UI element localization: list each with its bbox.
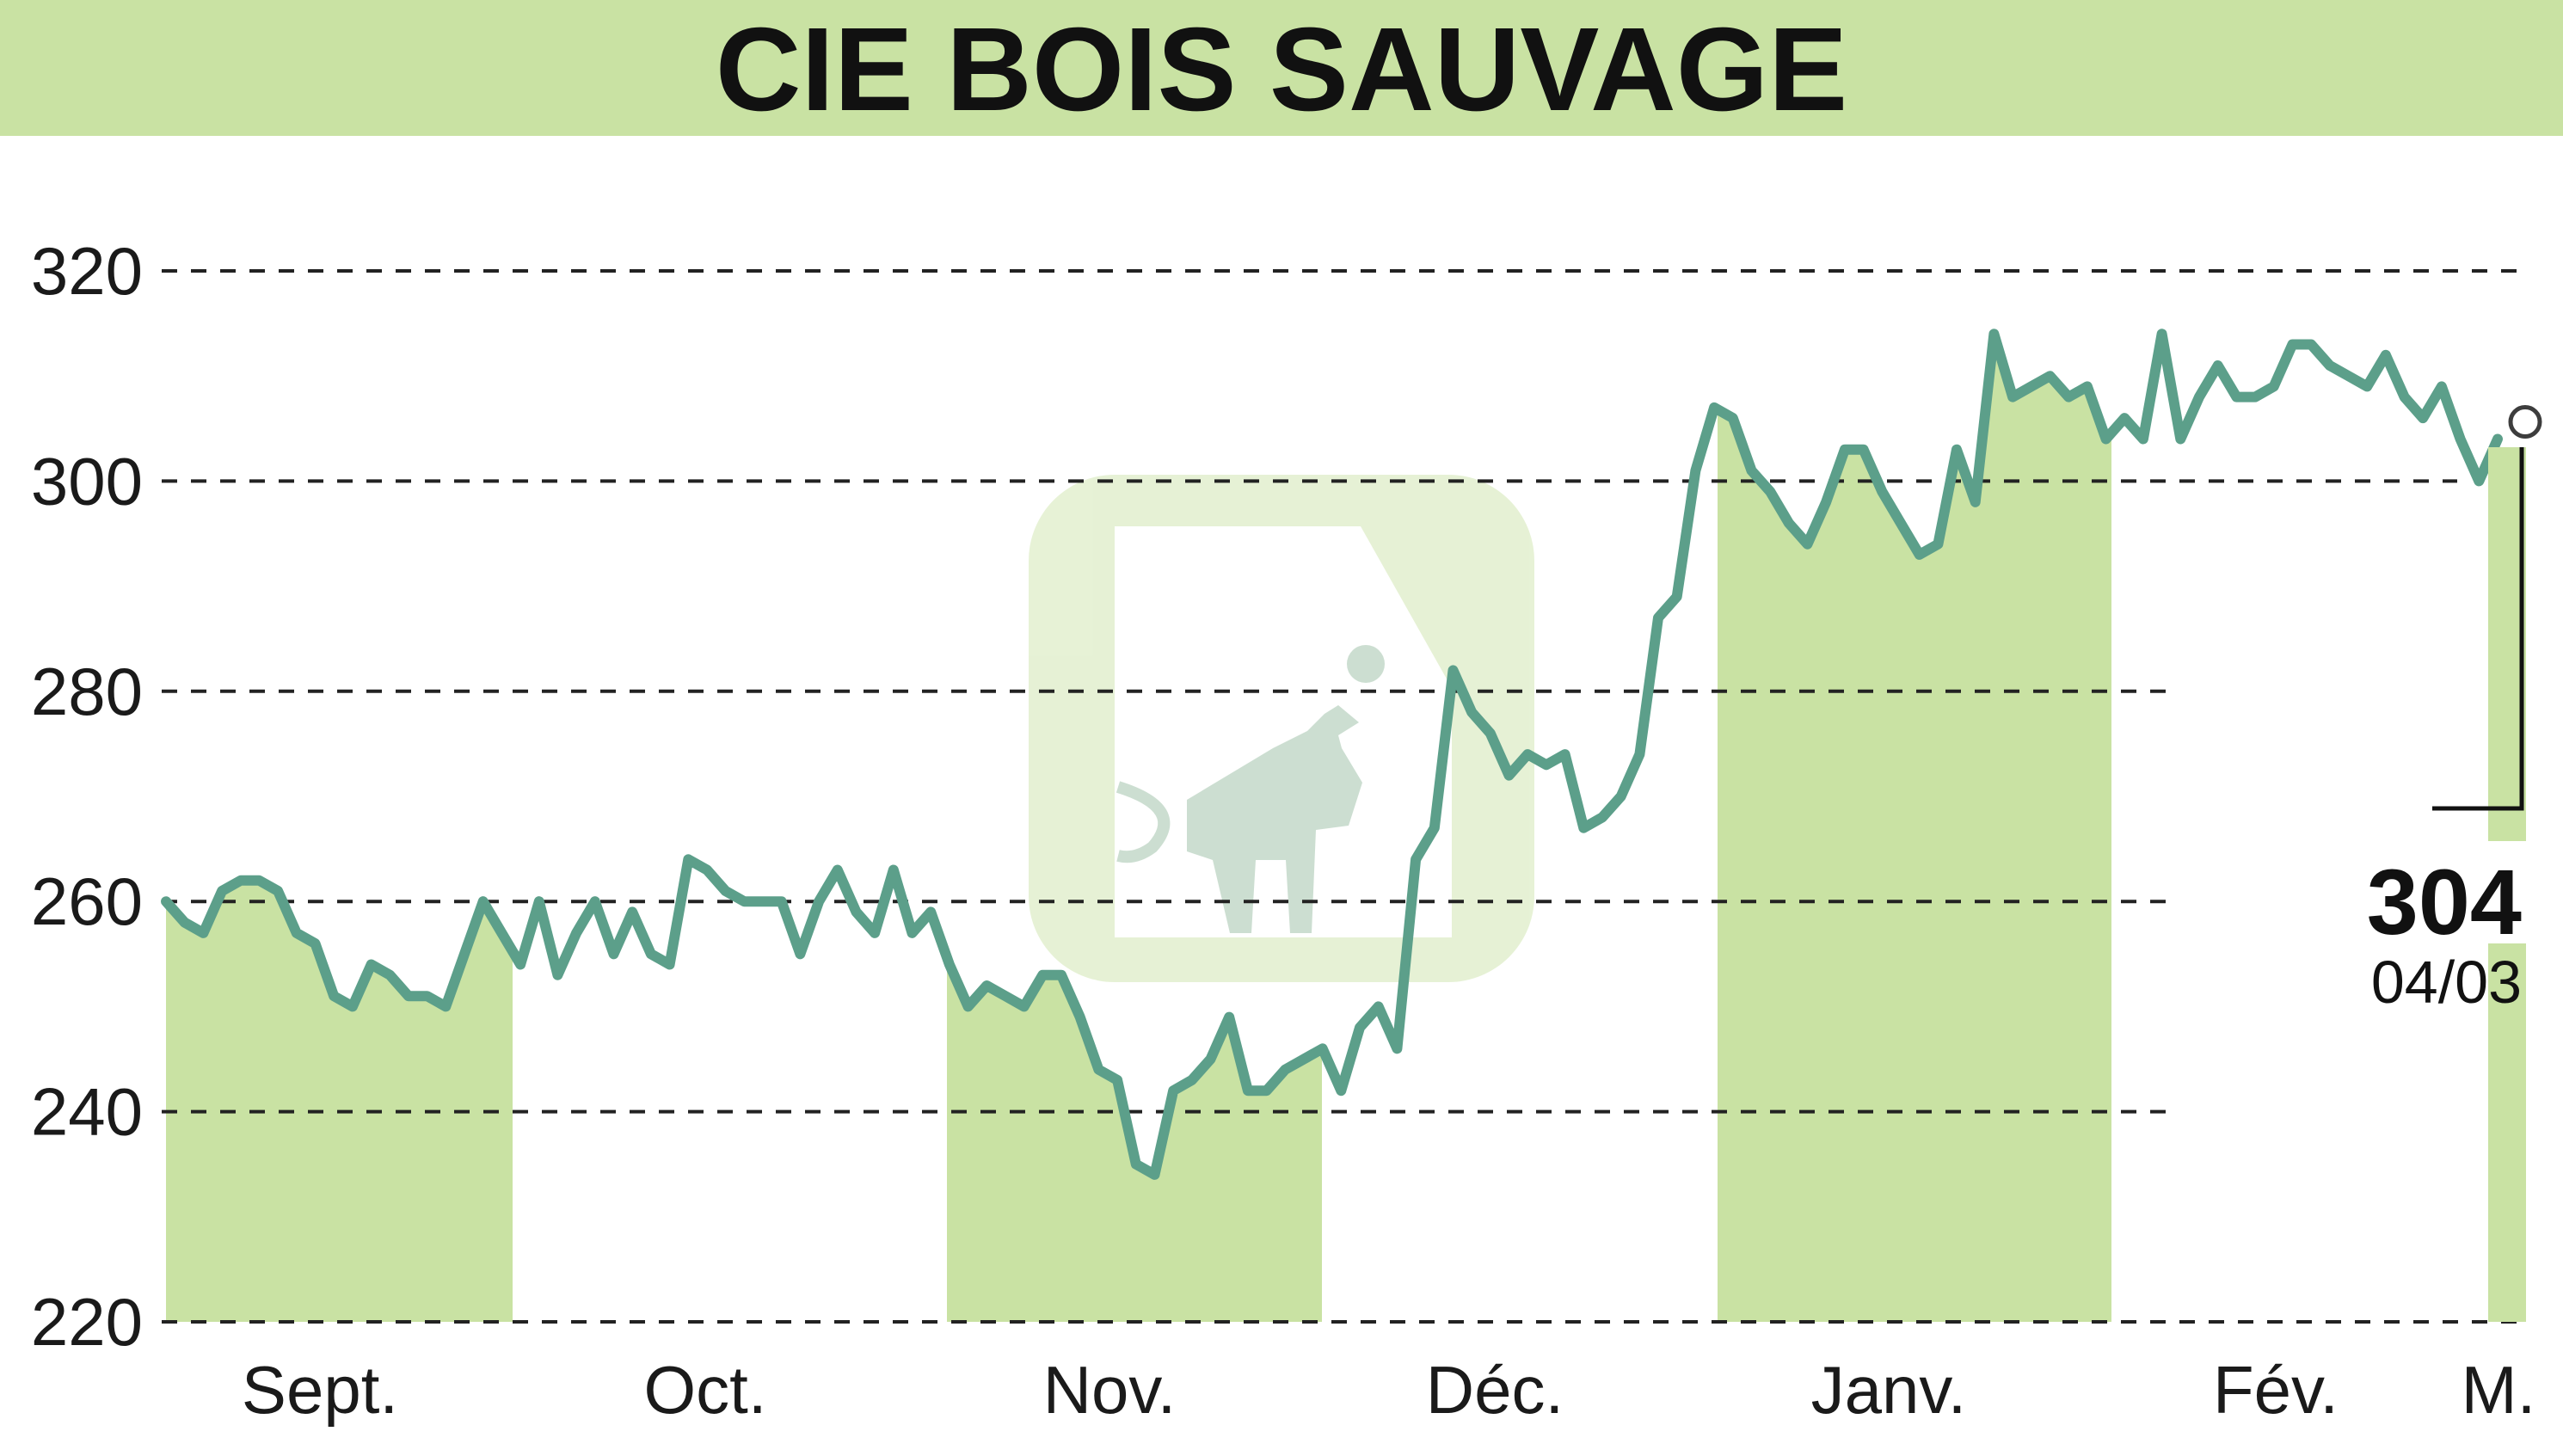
last-value-label: 304 (2367, 850, 2522, 954)
y-tick-220: 220 (31, 1284, 143, 1360)
title-band (0, 0, 2563, 136)
last-value-leader (2432, 447, 2524, 811)
x-tick-3: Déc. (1426, 1352, 1564, 1428)
x-axis: Sept. Oct. Nov. Déc. Janv. Fév. M. (242, 1352, 2535, 1428)
chart-title: CIE BOIS SAUVAGE (716, 3, 1847, 136)
price-line (161, 329, 2503, 1180)
last-date-label: 04/03 (2371, 949, 2522, 1016)
x-tick-4: Janv. (1811, 1352, 1967, 1428)
x-tick-1: Oct. (643, 1352, 766, 1428)
y-axis: 220 240 260 280 300 320 (31, 233, 143, 1360)
last-value-marker (2508, 405, 2542, 439)
x-tick-0: Sept. (242, 1352, 398, 1428)
y-tick-240: 240 (31, 1074, 143, 1150)
x-tick-6: M. (2462, 1352, 2536, 1428)
month-band-0 (166, 334, 513, 1322)
x-tick-5: Fév. (2213, 1352, 2339, 1428)
last-value-bar-lower (2488, 943, 2526, 1322)
watermark-bull-logo (1029, 475, 1534, 982)
grid-lines (162, 269, 2526, 1324)
y-tick-320: 320 (31, 233, 143, 309)
y-tick-260: 260 (31, 863, 143, 939)
y-tick-280: 280 (31, 654, 143, 729)
y-tick-300: 300 (31, 443, 143, 519)
x-tick-2: Nov. (1043, 1352, 1177, 1428)
